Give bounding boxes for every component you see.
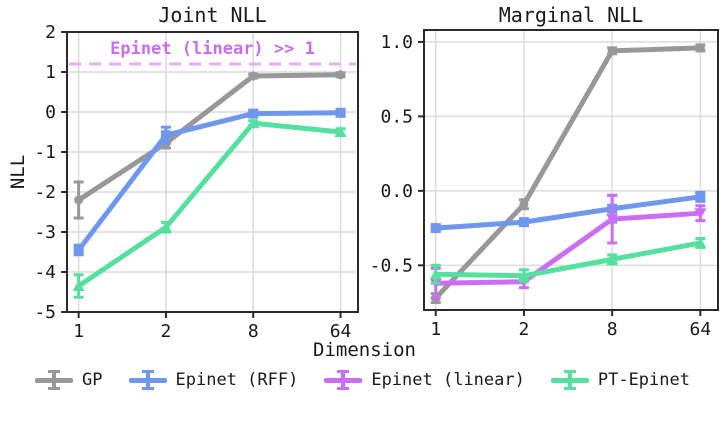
series-line <box>76 72 344 203</box>
series-marker <box>694 236 707 248</box>
right-plot-title: Marginal NLL <box>498 3 644 27</box>
axes-spines <box>66 31 359 313</box>
y-tick-label: 1 <box>45 62 56 83</box>
y-tick-label: -5 <box>34 302 56 323</box>
series-line <box>76 110 344 253</box>
series-marker <box>248 108 259 119</box>
errorbar-key-icon <box>324 370 363 390</box>
legend-label: GP <box>82 370 103 390</box>
x-tick-label: 8 <box>607 319 618 340</box>
left-plot-title: Joint NLL <box>158 3 267 27</box>
series-marker <box>606 253 619 265</box>
series-marker <box>518 217 529 228</box>
series-marker <box>519 199 529 209</box>
series-marker <box>429 268 442 280</box>
legend-item-pt-epinet: PT-Epinet <box>550 370 690 390</box>
y-tick-label: -1 <box>34 142 56 163</box>
series-line <box>433 210 703 286</box>
x-tick-label: 64 <box>690 319 712 340</box>
series-marker <box>74 195 84 205</box>
legend-item-gp: GP <box>35 370 103 390</box>
axes-spines <box>423 29 719 311</box>
legend-item-epinet-rff: Epinet (RFF) <box>128 370 299 390</box>
legend-label: Epinet (linear) <box>371 370 525 390</box>
series-line <box>76 120 344 289</box>
series-marker <box>694 208 707 220</box>
x-tick-label: 1 <box>430 319 441 340</box>
y-tick-label: -2 <box>34 182 56 203</box>
series-marker <box>73 245 84 255</box>
x-tick-label: 2 <box>161 321 172 342</box>
y-tick-label: -0.5 <box>370 255 413 276</box>
y-tick-label: 0.5 <box>380 106 413 127</box>
series-line <box>433 194 703 231</box>
series-marker <box>606 214 619 226</box>
y-tick-label: 1.0 <box>380 32 413 53</box>
series-marker <box>336 70 346 80</box>
errorbar-key-icon <box>128 370 167 390</box>
x-axis-label: Dimension <box>313 339 416 361</box>
x-tick-label: 64 <box>330 321 352 342</box>
legend-label: Epinet (RFF) <box>175 370 299 390</box>
y-tick-label: 2 <box>45 22 56 43</box>
series-marker <box>248 71 258 81</box>
y-tick-label: 0 <box>45 102 56 123</box>
series-marker <box>607 46 617 56</box>
series-marker <box>695 43 705 53</box>
series-marker <box>430 223 441 234</box>
errorbar-key-icon <box>35 370 74 390</box>
series-marker <box>160 130 171 141</box>
series-line <box>433 45 703 301</box>
legend: GP Epinet (RFF) Epinet (linear) PT-Epine… <box>0 370 725 390</box>
y-axis-label: NLL <box>7 154 29 190</box>
series-marker <box>695 191 706 202</box>
x-tick-label: 1 <box>73 321 84 342</box>
series-marker <box>335 107 346 118</box>
x-tick-label: 8 <box>248 321 259 342</box>
annotation-text: Epinet (linear) >> 1 <box>110 39 315 59</box>
series-marker <box>334 126 347 137</box>
errorbar-key-icon <box>550 370 589 390</box>
series-marker <box>517 269 530 281</box>
series-marker <box>247 117 260 129</box>
x-tick-label: 2 <box>519 319 530 340</box>
series-line <box>433 240 703 279</box>
legend-item-epinet-linear: Epinet (linear) <box>324 370 525 390</box>
series-marker <box>159 221 172 233</box>
series-marker <box>72 280 85 291</box>
legend-label: PT-Epinet <box>597 370 690 390</box>
y-tick-label: -4 <box>34 262 56 283</box>
y-tick-label: 0.0 <box>380 181 413 202</box>
y-tick-label: -3 <box>34 222 56 243</box>
